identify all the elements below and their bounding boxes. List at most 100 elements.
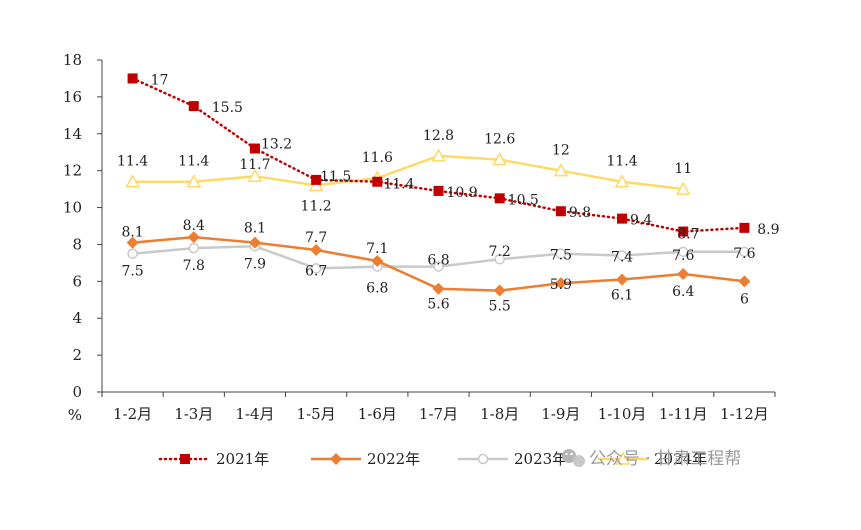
data-labels: 17 15.5 13.2 11.5 11.4 10.9 10.5 9.8 9.4 8.7 8.9 8.…: [117, 72, 780, 314]
data-point: [432, 282, 445, 295]
data-point: [310, 243, 323, 256]
x-tick-label: 1-3月: [174, 405, 213, 423]
legend-item-2: 2022年: [311, 450, 420, 468]
data-label: 7.8: [183, 258, 205, 274]
data-label: 7.2: [489, 244, 511, 260]
x-tick-label: 1-8月: [480, 405, 519, 423]
data-label: 7.6: [733, 246, 755, 262]
series-2: [126, 231, 751, 297]
data-point: [739, 246, 750, 258]
x-tick-label: 1-6月: [358, 405, 397, 423]
data-point: [494, 193, 505, 204]
y-tick-label: 16: [63, 88, 82, 106]
legend-label: 2022年: [367, 450, 420, 468]
data-label: 7.5: [121, 264, 143, 280]
legend: 2021年 2022年 2023年 2024年: [158, 450, 707, 468]
y-tick-label: 0: [72, 383, 82, 401]
data-label: 15.5: [212, 100, 243, 116]
x-tick-label: 1-5月: [297, 405, 336, 423]
series-1: [127, 73, 750, 237]
y-tick-label: 12: [63, 162, 82, 180]
data-label: 5.6: [427, 297, 449, 313]
legend-item-3: 2023年: [458, 450, 567, 468]
data-point: [125, 174, 140, 188]
data-point: [433, 185, 444, 196]
data-label: 13.2: [261, 137, 292, 153]
data-label: 12.8: [423, 128, 454, 144]
y-tick-label: 4: [72, 309, 82, 327]
data-point: [310, 263, 322, 274]
data-point: [433, 261, 444, 272]
series-3: [127, 241, 750, 274]
data-point: [555, 206, 566, 217]
y-axis-unit-label: %: [68, 406, 82, 424]
y-tick-label: 14: [63, 125, 82, 143]
legend-marker: [615, 451, 631, 465]
data-label: 11: [674, 161, 692, 177]
data-point: [247, 168, 263, 182]
data-point: [188, 242, 200, 254]
data-label: 7.7: [305, 230, 327, 246]
data-label: 8.9: [757, 222, 779, 238]
data-point: [617, 213, 628, 224]
data-point: [372, 176, 383, 187]
legend-marker: [180, 454, 190, 464]
x-tick-label: 1-9月: [541, 405, 580, 423]
data-point: [616, 250, 628, 261]
data-point: [554, 277, 567, 290]
y-tick-label: 8: [72, 235, 82, 253]
data-point: [553, 163, 569, 177]
data-point: [677, 246, 689, 258]
x-tick-label: 1-2月: [113, 405, 152, 423]
data-point: [431, 148, 446, 162]
data-label: 12: [552, 143, 570, 159]
data-label: 11.6: [362, 150, 393, 166]
data-label: 11.7: [239, 157, 270, 173]
data-label: 11.4: [117, 154, 148, 170]
data-label: 7.5: [550, 248, 572, 264]
wechat-icon: [562, 449, 585, 467]
data-label: 6.1: [611, 287, 633, 303]
data-label: 8.4: [183, 218, 205, 234]
data-point: [248, 236, 261, 249]
data-point: [616, 273, 629, 286]
y-tick-label: 2: [72, 346, 82, 364]
data-label: 8.1: [121, 225, 143, 241]
data-label: 6.8: [427, 253, 449, 269]
data-label: 11.4: [178, 154, 209, 170]
data-point: [492, 152, 507, 166]
series-line: [131, 77, 746, 233]
series-lines: [125, 73, 751, 297]
data-label: 6: [740, 291, 749, 307]
data-label: 7.9: [244, 256, 266, 272]
data-label: 8.1: [244, 221, 266, 237]
watermark: 公众号 · 甘肃工程帮: [562, 449, 741, 469]
data-label: 7.1: [366, 241, 388, 257]
data-point: [188, 101, 199, 112]
data-point: [494, 253, 505, 265]
data-label: 6.4: [672, 284, 694, 300]
data-point: [371, 255, 384, 268]
series-4: [125, 148, 691, 195]
data-label: 5.9: [550, 277, 572, 293]
legend-item-4: 2024年: [598, 450, 707, 468]
data-point: [187, 231, 200, 244]
data-label: 7.4: [611, 250, 633, 266]
x-tick-label: 1-11月: [659, 405, 708, 423]
data-point: [186, 174, 202, 188]
x-tick-label: 1-12月: [720, 405, 769, 423]
legend-marker: [477, 453, 489, 465]
data-label: 17: [151, 72, 169, 88]
y-tick-label: 18: [63, 51, 82, 69]
x-tick-label: 1-7月: [419, 405, 458, 423]
data-point: [738, 275, 751, 288]
y-tick-label: 6: [72, 272, 82, 290]
legend-label: 2023年: [514, 450, 567, 468]
series-line: [132, 154, 684, 191]
data-point: [127, 73, 138, 84]
data-label: 10.5: [508, 192, 539, 208]
data-label: 6.7: [305, 263, 327, 279]
legend-label: 2021年: [216, 450, 269, 468]
data-point: [249, 143, 260, 154]
